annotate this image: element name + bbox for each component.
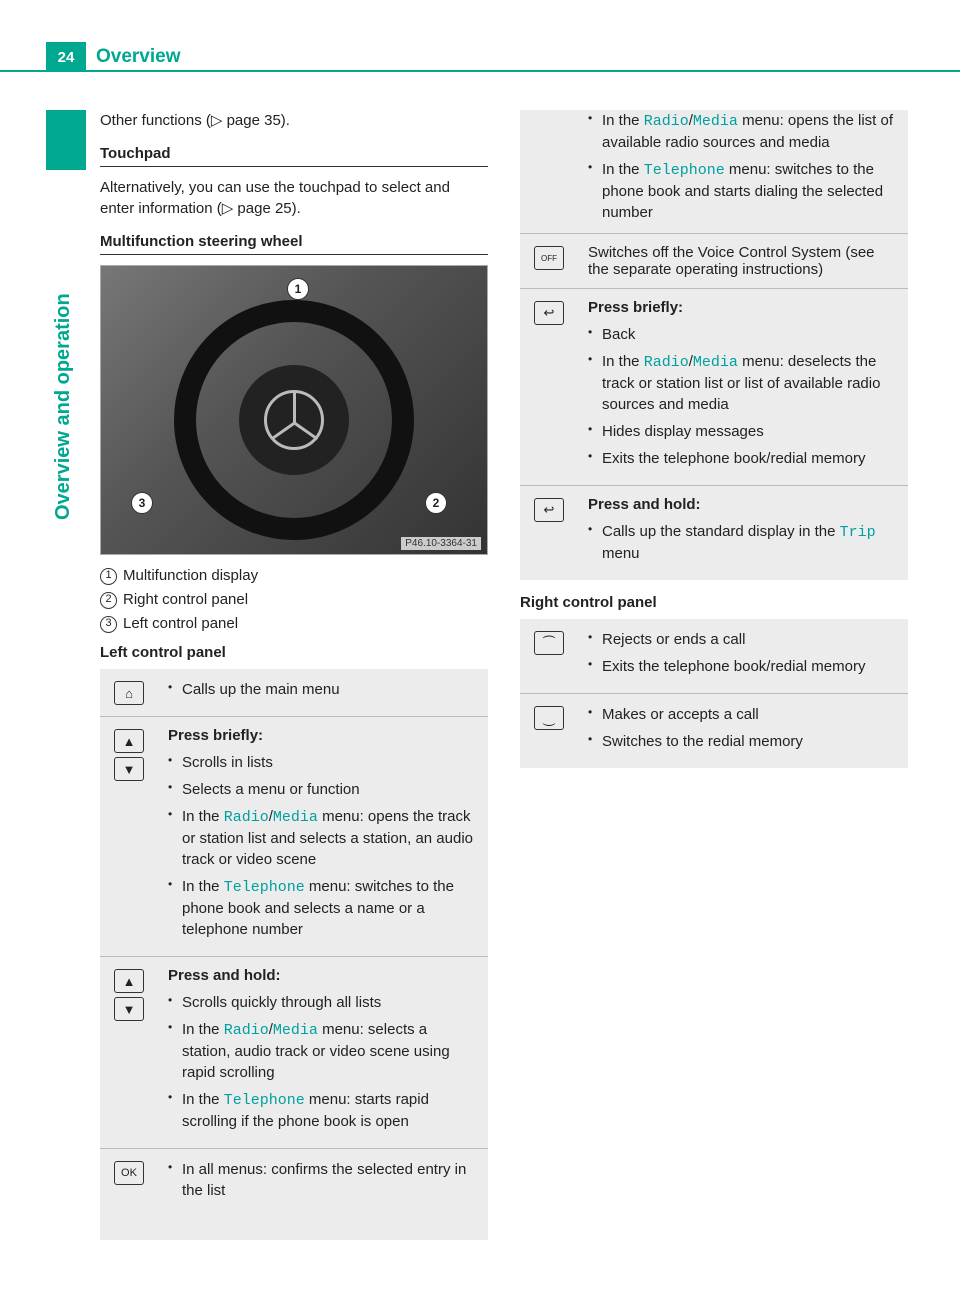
row3-title: Press and hold: bbox=[168, 967, 478, 984]
callout-2: 2 bbox=[425, 492, 447, 514]
legend-1-text: Multifunction display bbox=[123, 567, 258, 584]
rp-row2-b1: Makes or accepts a call bbox=[588, 704, 898, 725]
row3-b2: In the Radio/Media menu: selects a stati… bbox=[168, 1019, 478, 1083]
right-panel-heading: Right control panel bbox=[520, 594, 908, 611]
table-row: ▲ ▼ Press briefly: Scrolls in lists Sele… bbox=[100, 717, 488, 957]
up-icon: ▲ bbox=[114, 729, 144, 753]
callout-1: 1 bbox=[287, 278, 309, 300]
left-panel-heading: Left control panel bbox=[100, 644, 488, 661]
row4-b1: In all menus: confirms the selected entr… bbox=[168, 1159, 478, 1201]
row3-b1: Scrolls quickly through all lists bbox=[168, 992, 478, 1013]
row6-b1: Back bbox=[588, 324, 898, 345]
row2-b4: In the Telephone menu: switches to the p… bbox=[168, 876, 478, 940]
up-down-icon: ▲ ▼ bbox=[110, 729, 148, 781]
row6-b2: In the Radio/Media menu: deselects the t… bbox=[588, 351, 898, 415]
table-row: ↩ Press briefly: Back In the Radio/Media… bbox=[520, 289, 908, 486]
legend-block: 1Multifunction display 2Right control pa… bbox=[100, 565, 488, 634]
row2-b2: Selects a menu or function bbox=[168, 779, 478, 800]
legend-2-text: Right control panel bbox=[123, 591, 248, 608]
back-icon: ↩ bbox=[534, 498, 564, 522]
pickup-icon: ⏝ bbox=[534, 706, 564, 730]
table-row: ↩ Press and hold: Calls up the standard … bbox=[520, 486, 908, 581]
home-icon: ⌂ bbox=[114, 681, 144, 705]
page-number: 24 bbox=[46, 42, 86, 72]
legend-3-text: Left control panel bbox=[123, 615, 238, 632]
right-panel-table: ⏜ Rejects or ends a call Exits the telep… bbox=[520, 619, 908, 768]
image-code: P46.10-3364-31 bbox=[401, 537, 481, 550]
row7-b1: Calls up the standard display in the Tri… bbox=[588, 521, 898, 564]
row7-title: Press and hold: bbox=[588, 496, 898, 513]
row4-b3: In the Telephone menu: switches to the p… bbox=[588, 159, 898, 223]
row2-b1: Scrolls in lists bbox=[168, 752, 478, 773]
down-icon: ▼ bbox=[114, 997, 144, 1021]
down-icon: ▼ bbox=[114, 757, 144, 781]
legend-2: 2Right control panel bbox=[100, 589, 488, 610]
page-title: Overview bbox=[96, 42, 181, 72]
row6-b4: Exits the telephone book/redial memory bbox=[588, 448, 898, 469]
up-icon: ▲ bbox=[114, 969, 144, 993]
side-tab bbox=[46, 110, 86, 170]
rp-row1-b2: Exits the telephone book/redial memory bbox=[588, 656, 898, 677]
row3-b3: In the Telephone menu: starts rapid scro… bbox=[168, 1089, 478, 1132]
off-icon: OFF bbox=[534, 246, 564, 270]
row1-b1: Calls up the main menu bbox=[168, 679, 478, 700]
legend-3: 3Left control panel bbox=[100, 613, 488, 634]
back-icon: ↩ bbox=[534, 301, 564, 325]
row5-text: Switches off the Voice Control System (s… bbox=[578, 234, 908, 289]
row2-title: Press briefly: bbox=[168, 727, 478, 744]
hangup-icon: ⏜ bbox=[534, 631, 564, 655]
table-row: OFF Switches off the Voice Control Syste… bbox=[520, 234, 908, 289]
ok-icon: OK bbox=[114, 1161, 144, 1185]
steering-hub-icon bbox=[239, 365, 349, 475]
mercedes-logo-icon bbox=[264, 390, 324, 450]
content-columns: Other functions (▷ page 35). Touchpad Al… bbox=[100, 110, 908, 1240]
legend-1: 1Multifunction display bbox=[100, 565, 488, 586]
row6-b3: Hides display messages bbox=[588, 421, 898, 442]
rp-row2-b2: Switches to the redial memory bbox=[588, 731, 898, 752]
row2-b3: In the Radio/Media menu: opens the track… bbox=[168, 806, 478, 870]
up-down-icon: ▲ ▼ bbox=[110, 969, 148, 1021]
row6-title: Press briefly: bbox=[588, 299, 898, 316]
table-row: ▲ ▼ Press and hold: Scrolls quickly thro… bbox=[100, 957, 488, 1149]
rp-row1-b1: Rejects or ends a call bbox=[588, 629, 898, 650]
row4-b2: In the Radio/Media menu: opens the list … bbox=[588, 110, 898, 153]
section-side-label: Overview and operation bbox=[52, 293, 75, 520]
msw-heading: Multifunction steering wheel bbox=[100, 233, 488, 255]
table-row: ⏝ Makes or accepts a call Switches to th… bbox=[520, 694, 908, 769]
steering-wheel-image: 1 2 3 P46.10-3364-31 bbox=[100, 265, 488, 555]
callout-3: 3 bbox=[131, 492, 153, 514]
touchpad-heading: Touchpad bbox=[100, 145, 488, 167]
other-functions-text: Other functions (▷ page 35). bbox=[100, 110, 488, 131]
table-row: ⌂ Calls up the main menu bbox=[100, 669, 488, 717]
table-row: ⏜ Rejects or ends a call Exits the telep… bbox=[520, 619, 908, 694]
touchpad-text: Alternatively, you can use the touchpad … bbox=[100, 177, 488, 219]
